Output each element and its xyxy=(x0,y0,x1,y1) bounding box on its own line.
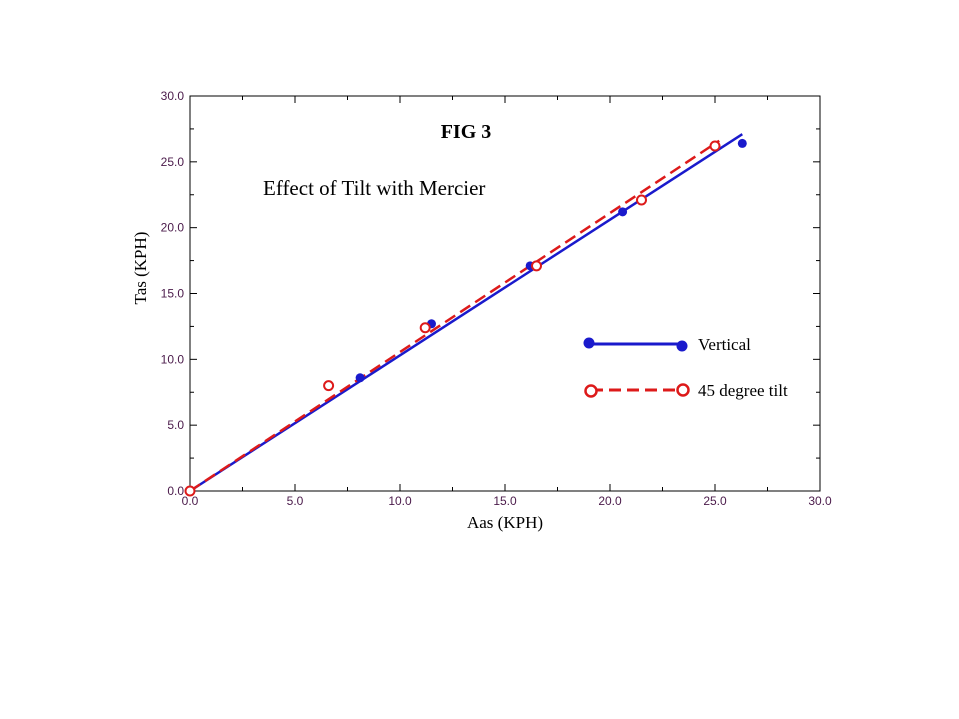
y-axis-title: Tas (KPH) xyxy=(131,232,150,305)
point-tilt xyxy=(419,322,431,334)
legend-marker-tilt-right xyxy=(676,383,690,397)
y-tick-label: 25.0 xyxy=(161,155,185,169)
legend: Vertical 45 degree tilt xyxy=(583,335,788,400)
y-tick-label: 10.0 xyxy=(161,352,185,366)
x-tick-label: 20.0 xyxy=(598,494,622,508)
point-tilt xyxy=(531,260,542,272)
fit-line-tilt xyxy=(189,139,720,493)
x-tick-label: 0.0 xyxy=(182,494,199,508)
y-tick-label: 30.0 xyxy=(161,89,185,103)
legend-label-tilt: 45 degree tilt xyxy=(698,381,788,400)
y-tick-label: 5.0 xyxy=(167,418,184,432)
point-vertical xyxy=(355,373,365,383)
point-tilt xyxy=(709,140,721,152)
figure-title: FIG 3 xyxy=(441,121,492,143)
chart-subtitle: Effect of Tilt with Mercier xyxy=(263,176,485,200)
y-tick-label: 20.0 xyxy=(161,221,185,235)
legend-marker-tilt-left xyxy=(584,384,598,398)
legend-marker-vertical-right xyxy=(676,340,688,352)
data-points xyxy=(184,138,747,497)
x-tick-label: 25.0 xyxy=(703,494,727,508)
legend-marker-vertical-left xyxy=(583,337,595,349)
point-tilt xyxy=(636,194,647,206)
y-tick-label: 0.0 xyxy=(167,484,184,498)
x-axis-title: Aas (KPH) xyxy=(467,513,543,532)
x-tick-label: 30.0 xyxy=(808,494,832,508)
y-tick-label: 15.0 xyxy=(161,287,185,301)
x-tick-label: 15.0 xyxy=(493,494,517,508)
fit-lines xyxy=(189,133,743,493)
point-tilt xyxy=(184,485,196,497)
axis-ticks: 0.0 5.0 10.0 15.0 20.0 25.0 30.0 0.0 5.0 10.0 15.0… xyxy=(161,89,832,508)
x-tick-label: 5.0 xyxy=(287,494,304,508)
point-vertical xyxy=(737,138,747,148)
point-tilt xyxy=(323,380,335,392)
point-vertical xyxy=(618,207,628,217)
x-tick-label: 10.0 xyxy=(388,494,412,508)
legend-label-vertical: Vertical xyxy=(698,335,751,354)
plot-area xyxy=(189,95,821,492)
